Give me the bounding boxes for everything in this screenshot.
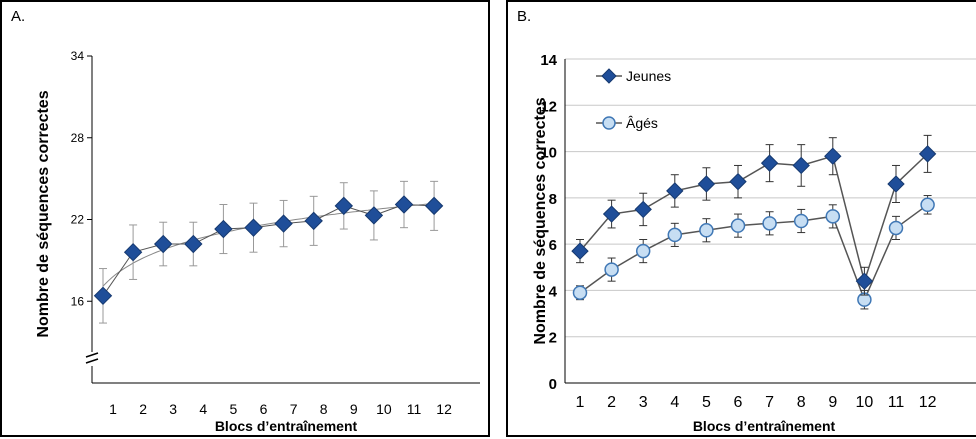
- y-tick-label: 34: [71, 49, 85, 63]
- legend-marker-ages: [602, 116, 616, 130]
- data-point-diamond: [697, 175, 716, 193]
- x-tick-label: 3: [169, 401, 177, 417]
- x-tick-label: 9: [350, 401, 358, 417]
- x-tick-label: 10: [856, 394, 874, 411]
- axis-break-mark: [85, 352, 99, 364]
- x-tick-label: 1: [109, 401, 117, 417]
- y-tick-label: 16: [71, 294, 85, 308]
- data-point-diamond: [274, 214, 293, 233]
- data-point-diamond: [918, 145, 937, 163]
- data-point-diamond: [887, 175, 905, 193]
- legend-label-ages: Âgés: [626, 115, 658, 131]
- x-tick-label: 8: [320, 401, 328, 417]
- x-tick-label: 11: [888, 394, 905, 411]
- data-point-diamond: [634, 200, 652, 219]
- x-tick-label: 5: [702, 394, 711, 411]
- panel-b: B. 0 2 4 6 8 10 12 14 1 2 3 4 5 6 7 8 9 10 11 12 Blocs d’ent…: [506, 0, 976, 437]
- data-point-diamond: [571, 242, 589, 260]
- x-tick-label: 4: [199, 401, 207, 417]
- y-tick-label: 14: [540, 52, 557, 69]
- data-point-diamond: [244, 218, 263, 237]
- x-axis-title: Blocs d’entraînement: [215, 418, 358, 434]
- data-point-diamond: [304, 211, 323, 231]
- data-point-diamond: [424, 196, 444, 216]
- series-line: [102, 204, 435, 297]
- data-point-circle: [762, 216, 777, 231]
- y-tick-label: 22: [71, 213, 85, 227]
- x-tick-label: 4: [670, 394, 679, 411]
- y-tick-label: 8: [549, 191, 557, 208]
- data-point-diamond: [93, 286, 113, 306]
- y-tick-label: 28: [71, 131, 85, 145]
- x-tick-label: 7: [290, 401, 298, 417]
- x-tick-label: 1: [576, 394, 585, 411]
- x-tick-label: 8: [797, 394, 806, 411]
- y-tick-label: 0: [549, 376, 557, 393]
- y-tick-label: 12: [540, 98, 557, 115]
- panel-b-letter: B.: [517, 8, 532, 25]
- x-axis-title: Blocs d’entraînement: [693, 418, 836, 434]
- trend-line: [102, 202, 435, 287]
- data-point-circle: [920, 197, 935, 213]
- data-point-circle: [699, 223, 714, 238]
- data-point-diamond: [729, 172, 747, 191]
- data-point-circle: [888, 220, 904, 236]
- series-line-jeunes: [579, 153, 929, 284]
- data-point-circle: [793, 213, 809, 229]
- y-axis-title: Nombre de séquences correctes: [532, 97, 549, 344]
- x-tick-label: 6: [260, 401, 268, 417]
- data-point-diamond: [394, 195, 414, 214]
- x-tick-label: 5: [230, 401, 238, 417]
- panel-a-letter: A.: [11, 8, 26, 25]
- legend-marker-jeunes: [601, 68, 617, 84]
- y-tick-label: 6: [549, 237, 557, 254]
- data-point-diamond: [824, 147, 842, 165]
- x-tick-label: 3: [639, 394, 648, 411]
- data-point-diamond: [792, 156, 810, 175]
- y-tick-label: 2: [549, 330, 557, 347]
- x-tick-label: 6: [734, 394, 743, 411]
- data-point-diamond: [214, 219, 233, 239]
- data-point-diamond: [184, 234, 203, 254]
- y-axis-title: Nombre de séquences correctes: [35, 90, 52, 337]
- y-tick-label: 10: [540, 145, 557, 162]
- data-point-diamond: [666, 182, 684, 200]
- data-point-circle: [635, 243, 651, 259]
- data-point-diamond: [855, 272, 874, 290]
- data-point-diamond: [153, 234, 173, 254]
- x-tick-label: 9: [828, 394, 837, 411]
- data-point-diamond: [760, 154, 779, 172]
- data-point-circle: [667, 227, 683, 243]
- panel-a: A. 16 22 28 34 1 2 3 4 5 6 7 8 9 10 11 12 Blocs d’entraî…: [0, 0, 490, 437]
- data-point-circle: [730, 218, 746, 233]
- x-tick-label: 12: [436, 401, 452, 417]
- data-point-diamond: [364, 206, 384, 225]
- data-point-circle: [825, 209, 841, 224]
- data-point-circle: [572, 285, 588, 300]
- x-tick-label: 2: [139, 401, 147, 417]
- x-tick-label: 10: [376, 401, 392, 417]
- legend-label-jeunes: Jeunes: [626, 68, 671, 84]
- x-tick-label: 7: [765, 394, 774, 411]
- x-tick-label: 11: [407, 401, 422, 417]
- data-point-diamond: [602, 205, 621, 223]
- x-tick-label: 12: [919, 394, 937, 411]
- data-point-diamond: [334, 196, 354, 216]
- series-line-ages: [579, 204, 929, 302]
- x-tick-label: 2: [607, 394, 616, 411]
- y-tick-label: 4: [549, 283, 558, 300]
- data-point-diamond: [123, 242, 143, 262]
- data-point-circle: [604, 262, 619, 277]
